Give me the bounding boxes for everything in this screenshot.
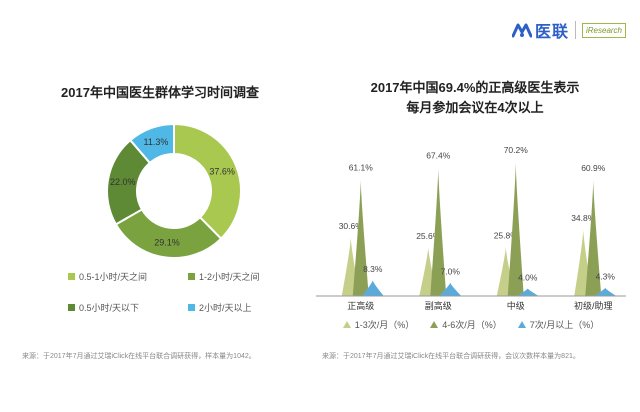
legend-label: 1-3次/月（%） xyxy=(354,320,415,330)
legend-swatch xyxy=(188,273,195,280)
slice-value-label: 29.1% xyxy=(154,238,180,248)
category-label: 初级/助理 xyxy=(574,300,613,311)
legend-item: 7次/月以上（%） xyxy=(517,318,600,331)
donut-source-note: 来源：于2017年7月通过艾瑞iClick在线平台联合调研获得，样本量为1042… xyxy=(22,353,256,360)
legend-item: 2小时/天以上 xyxy=(188,301,308,314)
data-value-label: 25.8% xyxy=(494,230,519,240)
category-label: 正高级 xyxy=(347,300,374,311)
chart-title-line: 2017年中国69.4%的正高级医生表示 xyxy=(370,80,580,95)
brand-logo-icon xyxy=(511,22,532,38)
partner-logo: iResearch xyxy=(581,22,626,38)
header-divider xyxy=(574,21,576,39)
donut-slice xyxy=(173,122,242,241)
legend-label: 7次/月以上（%） xyxy=(529,320,600,330)
donut-chart: 37.6% 29.1% 22.0% 11.3% xyxy=(106,122,242,259)
mountain-source-note: 来源：于2017年7月通过艾瑞iClick在线平台联合调研获得，会议次数样本量为… xyxy=(322,353,580,360)
donut-slice xyxy=(128,122,175,165)
mountain-legend: 1-3次/月（%） 4-6次/月（%） 7次/月以上（%） xyxy=(316,318,626,331)
legend-item: 1-3次/月（%） xyxy=(342,318,415,331)
legend-swatch xyxy=(68,273,75,280)
mountain-mark xyxy=(430,166,447,296)
triangle-icon xyxy=(342,321,351,328)
mountain-chart: 30.6% 61.1% 8.3% 正高级 25.6% 67.4% 7.0% 副高级 25.8% 7… xyxy=(316,145,626,311)
data-value-label: 25.6% xyxy=(416,231,441,241)
mountain-mark xyxy=(361,280,384,296)
data-value-label: 4.3% xyxy=(596,272,616,282)
brand-name: 医联 xyxy=(534,24,569,41)
data-value-label: 67.4% xyxy=(426,151,451,161)
donut-chart-title: 2017年中国医生群体学习时间调查 xyxy=(61,85,259,100)
category-label: 中级 xyxy=(507,300,525,311)
category-label: 副高级 xyxy=(425,300,452,311)
data-value-label: 30.6% xyxy=(339,221,364,231)
header: 医联 iResearch xyxy=(511,18,626,42)
legend-item: 0.5小时/天以下 xyxy=(68,301,188,314)
mountain-mark xyxy=(439,282,462,296)
chart-subtitle-line: 每月参加会议在4次以上 xyxy=(406,100,544,115)
legend-label: 2小时/天以上 xyxy=(199,303,252,313)
data-value-label: 61.1% xyxy=(349,163,374,173)
legend-item: 1-2小时/天之间 xyxy=(188,270,308,283)
data-value-label: 4.0% xyxy=(518,272,538,282)
legend-swatch xyxy=(188,304,195,311)
slice-value-label: 22.0% xyxy=(110,177,136,187)
mountain-chart-title: 2017年中国69.4%的正高级医生表示 每月参加会议在4次以上 xyxy=(320,78,630,118)
data-value-label: 60.9% xyxy=(581,163,606,173)
legend-label: 4-6次/月（%） xyxy=(442,320,502,330)
mountain-mark xyxy=(594,287,617,296)
legend-label: 0.5-1小时/天之间 xyxy=(79,272,148,282)
legend-item: 0.5-1小时/天之间 xyxy=(68,270,188,283)
triangle-icon xyxy=(430,321,439,328)
legend-label: 0.5小时/天以下 xyxy=(79,303,140,313)
mountain-mark xyxy=(507,161,524,296)
data-value-label: 8.3% xyxy=(363,264,383,274)
mountain-mark xyxy=(516,288,539,296)
legend-label: 1-2小时/天之间 xyxy=(199,272,260,282)
legend-swatch xyxy=(68,304,75,311)
slice-value-label: 37.6% xyxy=(209,166,235,176)
mountain-mark xyxy=(585,179,602,296)
slice-value-label: 11.3% xyxy=(143,137,168,147)
triangle-icon xyxy=(517,321,526,328)
mountain-mark xyxy=(352,178,369,296)
data-value-label: 70.2% xyxy=(504,145,529,155)
legend-item: 4-6次/月（%） xyxy=(430,318,502,331)
data-value-label: 7.0% xyxy=(441,267,461,277)
data-value-label: 34.8% xyxy=(571,213,596,223)
donut-legend: 0.5-1小时/天之间 1-2小时/天之间 0.5小时/天以下 2小时/天以上 xyxy=(68,270,308,332)
